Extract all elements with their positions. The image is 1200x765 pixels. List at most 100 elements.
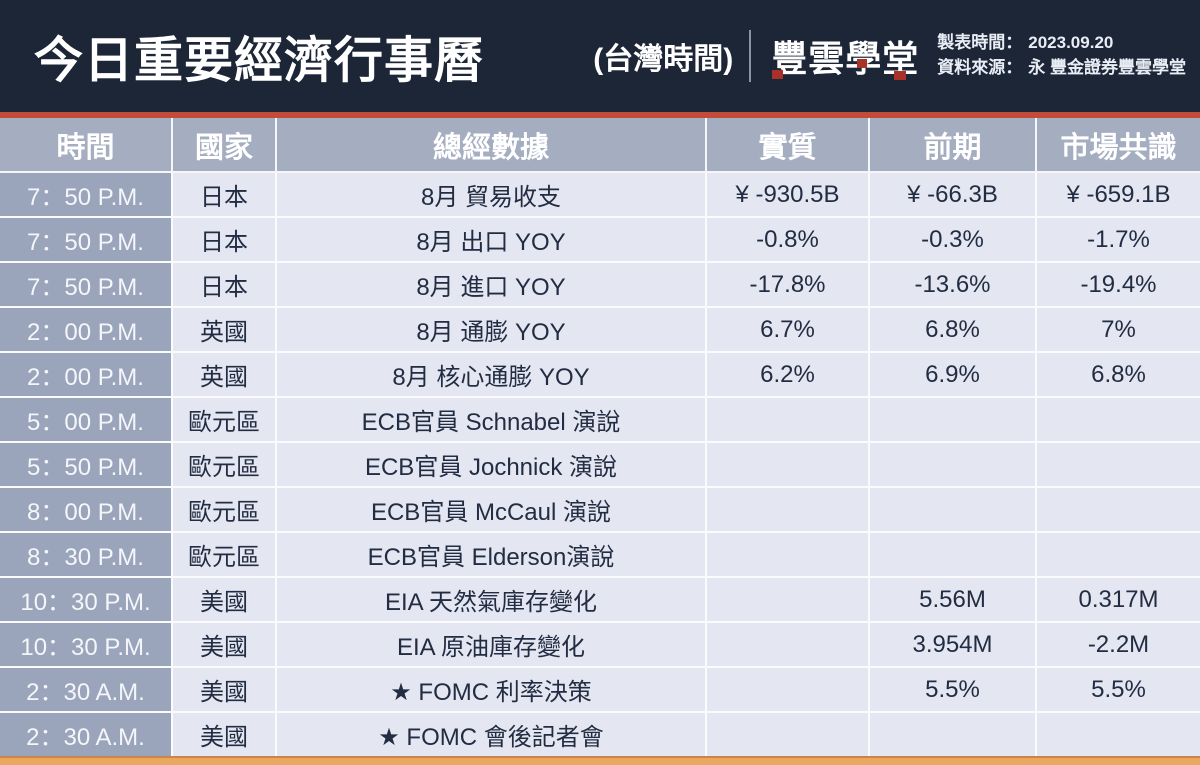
cell-actual: [707, 443, 870, 488]
cell-time: 7：50 P.M.: [0, 263, 173, 308]
cell-previous: -13.6%: [870, 263, 1037, 308]
cell-event: 8月 出口 YOY: [277, 218, 707, 263]
cell-time: 7：50 P.M.: [0, 218, 173, 263]
cell-country: 歐元區: [173, 443, 277, 488]
cell-actual: [707, 533, 870, 578]
cell-consensus: [1037, 488, 1200, 533]
brand-logo: 豐雲學堂: [771, 30, 919, 82]
cell-country: 英國: [173, 308, 277, 353]
cell-time: 2：00 P.M.: [0, 308, 173, 353]
cell-time: 2：30 A.M.: [0, 668, 173, 713]
cell-country: 歐元區: [173, 398, 277, 443]
cell-previous: 5.5%: [870, 668, 1037, 713]
cell-country: 美國: [173, 578, 277, 623]
cell-event: 8月 進口 YOY: [277, 263, 707, 308]
source-row: 資料來源： 永 豐金證券豐雲學堂: [937, 56, 1186, 81]
cell-time: 5：50 P.M.: [0, 443, 173, 488]
table-row: 8：30 P.M. 歐元區 ECB官員 Elderson演說: [0, 533, 1200, 578]
cell-previous: 3.954M: [870, 623, 1037, 668]
page-title: 今日重要經濟行事曆: [34, 33, 485, 88]
cell-actual: 6.7%: [707, 308, 870, 353]
cell-actual: 6.2%: [707, 353, 870, 398]
cell-country: 日本: [173, 263, 277, 308]
table-row: 7：50 P.M. 日本 8月 貿易收支 ¥ -930.5B ¥ -66.3B …: [0, 173, 1200, 218]
vertical-divider: [749, 30, 752, 82]
cell-actual: [707, 668, 870, 713]
header-event: 總經數據: [277, 118, 707, 173]
cell-time: 2：00 P.M.: [0, 353, 173, 398]
table-row: 10：30 P.M. 美國 EIA 原油庫存變化 3.954M -2.2M: [0, 623, 1200, 668]
header-time: 時間: [0, 118, 173, 173]
cell-country: 美國: [173, 668, 277, 713]
cell-event: 8月 核心通膨 YOY: [277, 353, 707, 398]
made-time-row: 製表時間： 2023.09.20: [937, 31, 1186, 56]
cell-consensus: 6.8%: [1037, 353, 1200, 398]
logo-red-accent: [857, 59, 868, 68]
banner-right-group: (台灣時間) 豐雲學堂 製表時間： 2023.09.20 資料來源： 永 豐金證…: [593, 30, 1186, 82]
cell-actual: -0.8%: [707, 218, 870, 263]
table-row: 8：00 P.M. 歐元區 ECB官員 McCaul 演說: [0, 488, 1200, 533]
bottom-accent-bar: [0, 756, 1200, 765]
red-accent-stripe: [0, 112, 1200, 118]
header-previous: 前期: [870, 118, 1037, 173]
cell-event: ECB官員 Elderson演說: [277, 533, 707, 578]
cell-time: 2：30 A.M.: [0, 713, 173, 758]
table-row: 2：00 P.M. 英國 8月 核心通膨 YOY 6.2% 6.9% 6.8%: [0, 353, 1200, 398]
header-actual: 實質: [707, 118, 870, 173]
cell-event: ECB官員 Schnabel 演說: [277, 398, 707, 443]
cell-previous: 6.8%: [870, 308, 1037, 353]
made-time-value: 2023.09.20: [1028, 33, 1114, 53]
cell-actual: [707, 488, 870, 533]
cell-consensus: ¥ -659.1B: [1037, 173, 1200, 218]
cell-consensus: 7%: [1037, 308, 1200, 353]
cell-country: 美國: [173, 623, 277, 668]
cell-consensus: [1037, 533, 1200, 578]
cell-consensus: -1.7%: [1037, 218, 1200, 263]
cell-previous: 6.9%: [870, 353, 1037, 398]
cell-time: 7：50 P.M.: [0, 173, 173, 218]
table-header-row: 時間 國家 總經數據 實質 前期 市場共識: [0, 118, 1200, 173]
cell-event: 8月 通膨 YOY: [277, 308, 707, 353]
table-row: 2：30 A.M. 美國 ★ FOMC 利率決策 5.5% 5.5%: [0, 668, 1200, 713]
table-row: 5：00 P.M. 歐元區 ECB官員 Schnabel 演說: [0, 398, 1200, 443]
cell-actual: [707, 713, 870, 758]
calendar-table: 時間 國家 總經數據 實質 前期 市場共識 7：50 P.M. 日本 8月 貿易…: [0, 118, 1200, 758]
cell-event: ECB官員 McCaul 演說: [277, 488, 707, 533]
cell-consensus: [1037, 713, 1200, 758]
cell-event: EIA 原油庫存變化: [277, 623, 707, 668]
cell-time: 5：00 P.M.: [0, 398, 173, 443]
cell-actual: -17.8%: [707, 263, 870, 308]
cell-actual: [707, 398, 870, 443]
cell-time: 10：30 P.M.: [0, 623, 173, 668]
table-row: 7：50 P.M. 日本 8月 進口 YOY -17.8% -13.6% -19…: [0, 263, 1200, 308]
cell-event: EIA 天然氣庫存變化: [277, 578, 707, 623]
cell-consensus: -19.4%: [1037, 263, 1200, 308]
logo-red-accent: [894, 71, 907, 80]
cell-country: 日本: [173, 218, 277, 263]
cell-actual: [707, 578, 870, 623]
cell-event: ECB官員 Jochnick 演說: [277, 443, 707, 488]
cell-event: ★ FOMC 利率決策: [277, 668, 707, 713]
source-value: 永 豐金證券豐雲學堂: [1028, 58, 1186, 77]
cell-previous: -0.3%: [870, 218, 1037, 263]
header-consensus: 市場共識: [1037, 118, 1200, 173]
cell-previous: [870, 488, 1037, 533]
cell-consensus: [1037, 443, 1200, 488]
header-country: 國家: [173, 118, 277, 173]
cell-country: 英國: [173, 353, 277, 398]
cell-previous: [870, 533, 1037, 578]
report-meta: 製表時間： 2023.09.20 資料來源： 永 豐金證券豐雲學堂: [937, 31, 1186, 80]
cell-previous: [870, 713, 1037, 758]
cell-consensus: -2.2M: [1037, 623, 1200, 668]
timezone-note: (台灣時間): [593, 43, 734, 76]
cell-previous: ¥ -66.3B: [870, 173, 1037, 218]
cell-time: 10：30 P.M.: [0, 578, 173, 623]
table-row: 2：30 A.M. 美國 ★ FOMC 會後記者會: [0, 713, 1200, 758]
cell-previous: 5.56M: [870, 578, 1037, 623]
cell-time: 8：30 P.M.: [0, 533, 173, 578]
table-row: 7：50 P.M. 日本 8月 出口 YOY -0.8% -0.3% -1.7%: [0, 218, 1200, 263]
table-row: 5：50 P.M. 歐元區 ECB官員 Jochnick 演說: [0, 443, 1200, 488]
cell-country: 歐元區: [173, 488, 277, 533]
cell-event: 8月 貿易收支: [277, 173, 707, 218]
